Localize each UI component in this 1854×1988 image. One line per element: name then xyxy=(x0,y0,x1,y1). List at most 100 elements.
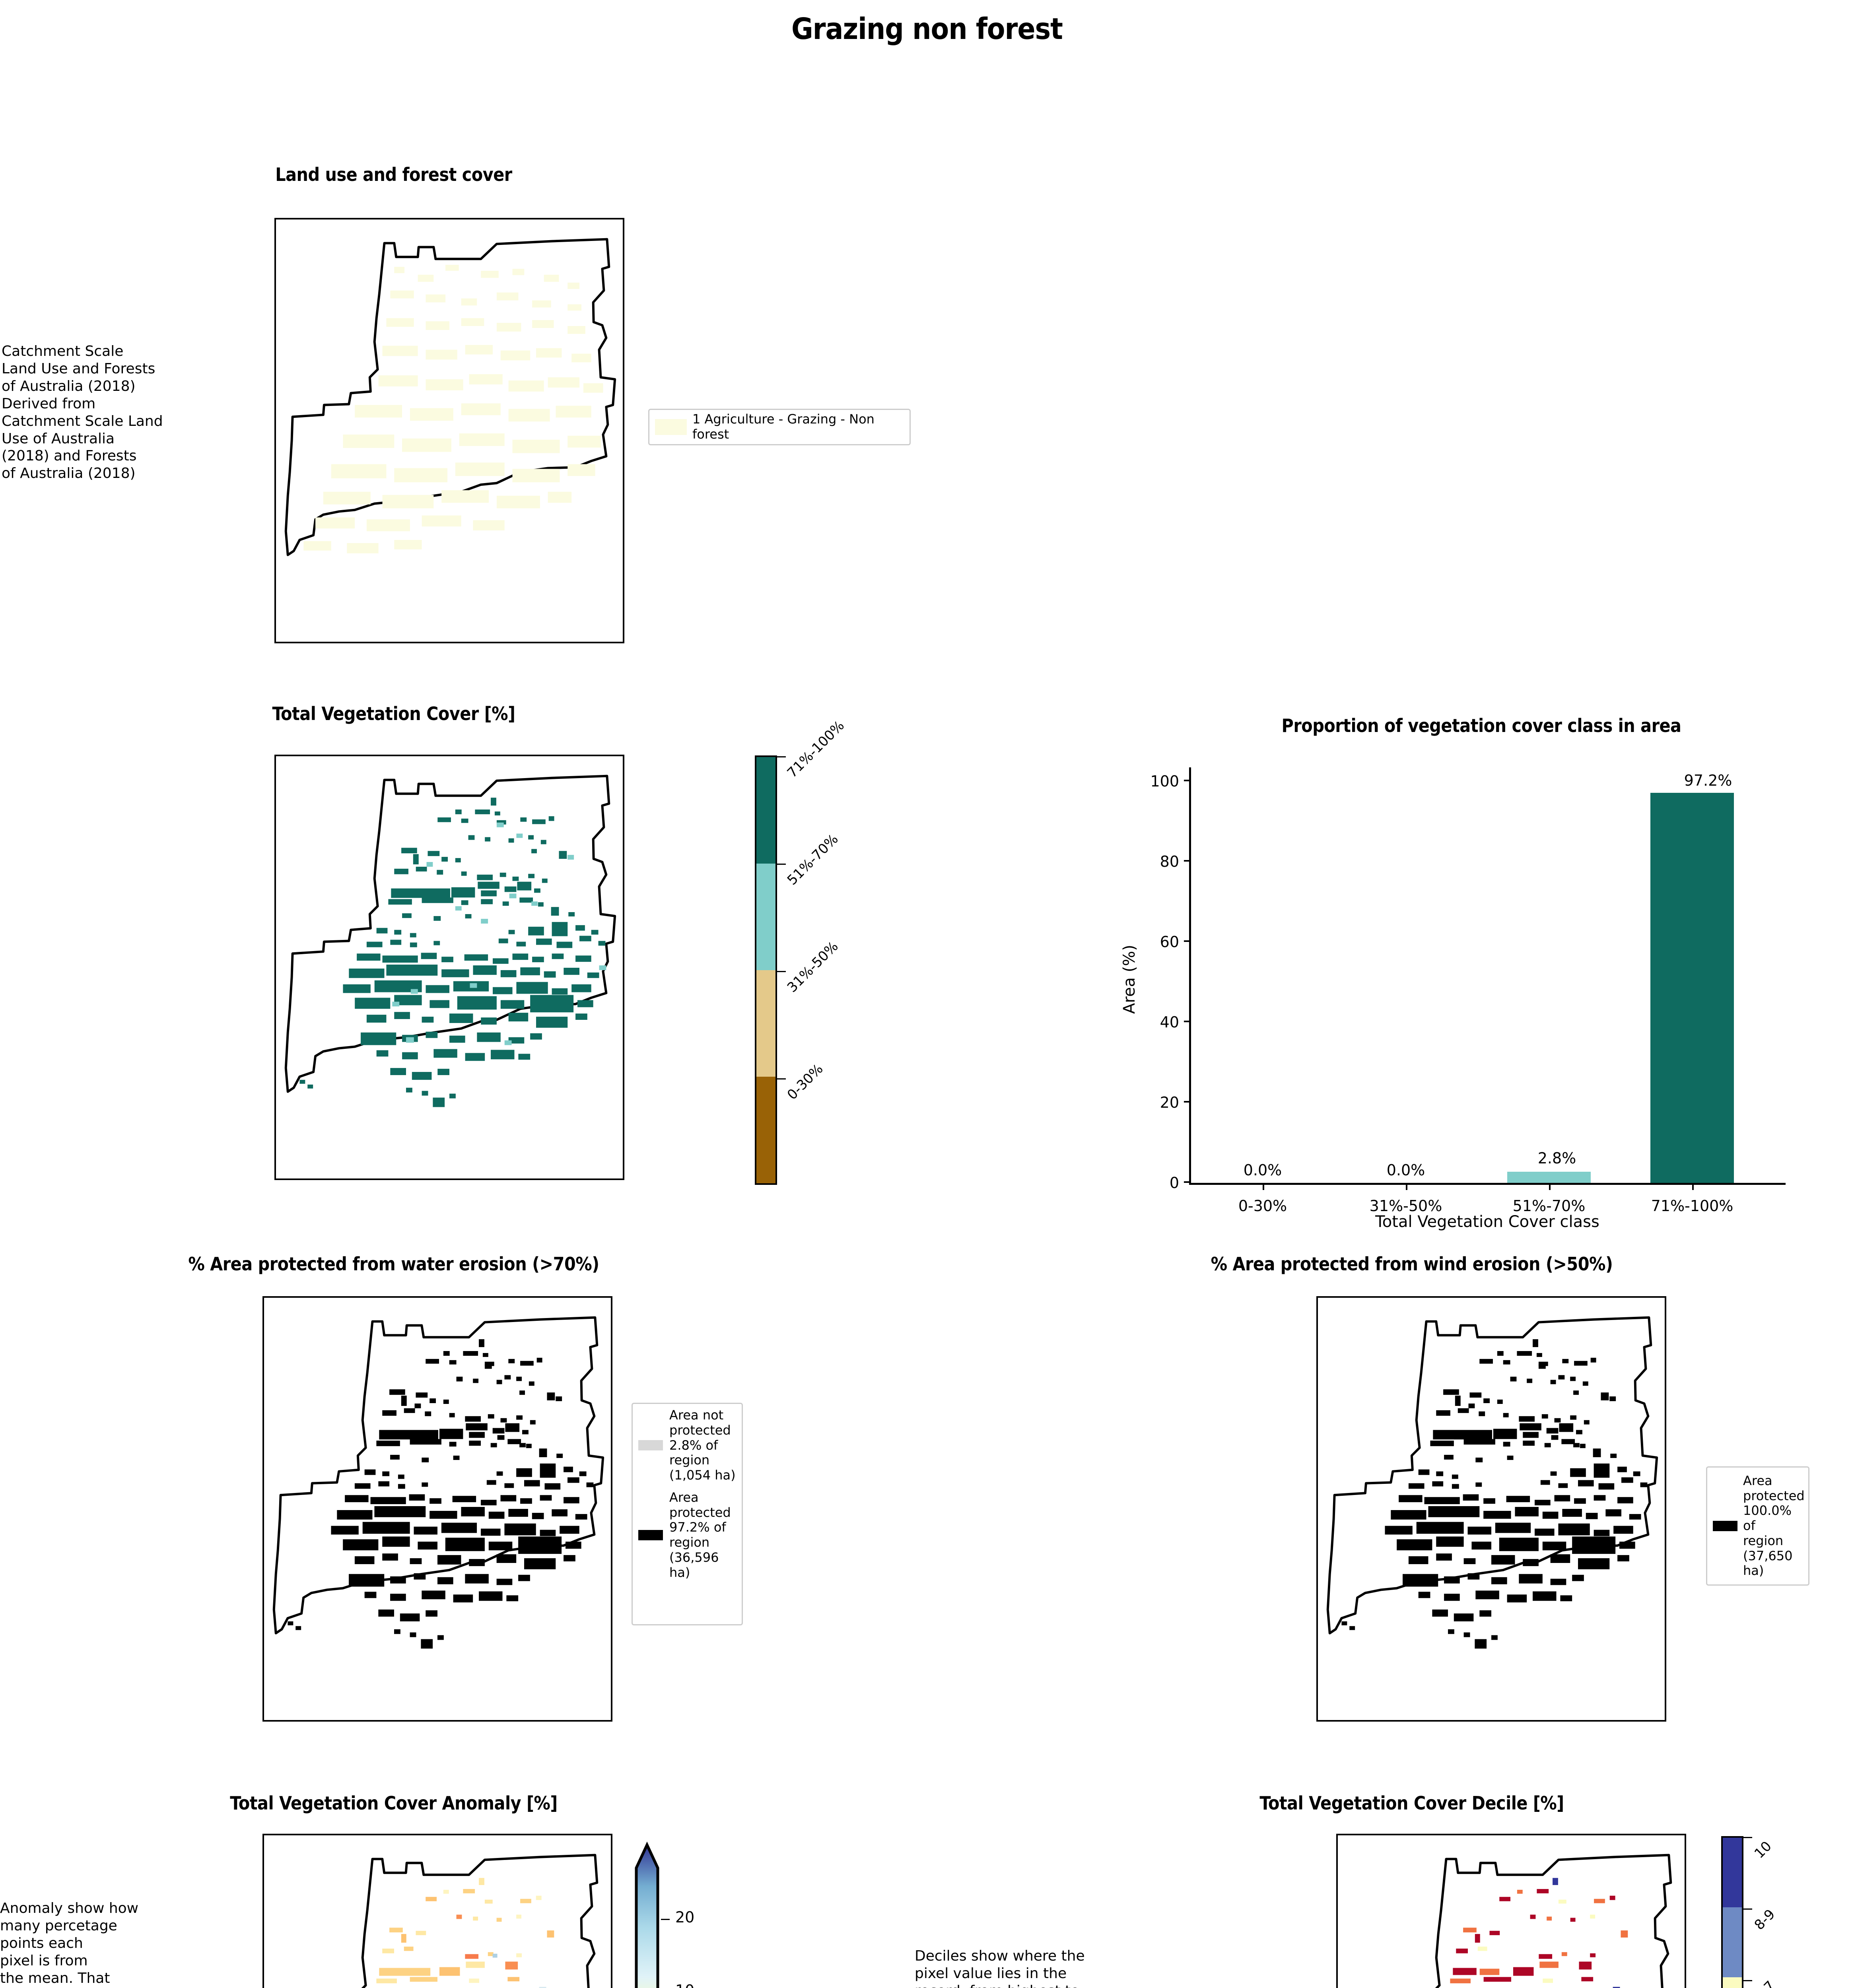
axis-tick xyxy=(274,542,276,543)
water-erosion-legend-swatch-0 xyxy=(638,1440,663,1451)
axis-tick xyxy=(274,613,276,614)
wind-erosion-panel-title: % Area protected from wind erosion (>50%… xyxy=(1211,1253,1613,1275)
land-use-map[interactable] xyxy=(274,218,624,643)
axis-tick xyxy=(379,642,381,643)
axis-tick xyxy=(316,642,317,643)
axis-tick xyxy=(316,1178,317,1180)
anomaly-map-svg xyxy=(361,1854,599,1988)
decile-colorbar-label-1: 8-9 xyxy=(1751,1906,1778,1934)
decile-colorbar-segment-2 xyxy=(1723,1977,1742,1988)
veg-cover-colorbar-label-0: 71%-100% xyxy=(784,718,847,781)
wind-erosion-legend-swatch-0 xyxy=(1713,1521,1737,1531)
bar-2[interactable] xyxy=(1507,1172,1591,1183)
land-use-panel-title: Land use and forest cover xyxy=(275,164,512,185)
water-erosion-legend-item-0: Area not protected 2.8% of region (1,054… xyxy=(638,1408,736,1483)
bar-value-label-1: 0.0% xyxy=(1386,1161,1425,1179)
axis-tick xyxy=(507,1178,508,1180)
colorbar-tick xyxy=(661,1919,670,1920)
axis-tick xyxy=(274,1007,276,1008)
land-use-legend-label: 1 Agriculture - Grazing - Non forest xyxy=(692,412,875,442)
x-tick-label-1: 31%-50% xyxy=(1369,1197,1442,1215)
x-tick-label-2: 51%-70% xyxy=(1512,1197,1586,1215)
bar-3[interactable] xyxy=(1650,793,1734,1183)
decile-colorbar-segment-0 xyxy=(1723,1838,1742,1908)
axis-tick xyxy=(274,864,276,865)
decile-panel-title: Total Vegetation Cover Decile [%] xyxy=(1259,1792,1564,1814)
page-title: Grazing non forest xyxy=(791,12,1063,46)
veg-cover-map-svg xyxy=(284,775,616,1107)
veg-cover-colorbar[interactable] xyxy=(755,755,777,1185)
land-use-source-note: Catchment Scale Land Use and Forests of … xyxy=(2,343,163,482)
anomaly-map[interactable] xyxy=(262,1834,612,1988)
bar-chart-y-axis-title: Area (%) xyxy=(1120,945,1139,1014)
water-erosion-legend-label-1: Area protected 97.2% of region (36,596 h… xyxy=(669,1489,731,1580)
water-erosion-panel-title: % Area protected from water erosion (>70… xyxy=(188,1253,599,1275)
colorbar-tick xyxy=(777,971,786,972)
water-erosion-legend-swatch-1 xyxy=(638,1530,663,1540)
water-erosion-map-svg xyxy=(272,1316,604,1649)
decile-colorbar[interactable] xyxy=(1721,1836,1743,1988)
water-erosion-legend-label-0: Area not protected 2.8% of region (1,054… xyxy=(669,1408,736,1483)
axis-tick xyxy=(274,1150,276,1151)
axis-tick xyxy=(443,1178,444,1180)
anomaly-colorbar[interactable] xyxy=(633,1836,661,1988)
water-erosion-legend[interactable]: Area not protected 2.8% of region (1,054… xyxy=(632,1403,743,1625)
y-tick-label-5: 100 xyxy=(1150,773,1179,790)
colorbar-tick xyxy=(777,756,786,757)
axis-tick xyxy=(274,792,276,793)
veg-cover-colorbar-segment-2 xyxy=(756,970,775,1077)
wind-erosion-map-svg xyxy=(1326,1316,1658,1649)
anomaly-panel-title: Total Vegetation Cover Anomaly [%] xyxy=(230,1792,558,1814)
veg-cover-colorbar-segment-1 xyxy=(756,864,775,970)
anomaly-explanation-note: Anomaly show how many percetage points e… xyxy=(0,1900,139,1988)
decile-map-svg xyxy=(1435,1854,1672,1988)
axis-tick xyxy=(443,642,444,643)
land-use-legend-swatch xyxy=(655,419,687,435)
y-tick-label-1: 20 xyxy=(1160,1094,1179,1111)
y-tick-label-0: 0 xyxy=(1169,1174,1179,1192)
bar-chart-plot-area[interactable]: 0.0% 0.0% 2.8% 97.2% 0 20 40 60 80 100 0… xyxy=(1150,767,1786,1215)
axis-tick xyxy=(274,398,276,400)
decile-colorbar-segment-1 xyxy=(1723,1907,1742,1977)
wind-erosion-map[interactable] xyxy=(1316,1296,1666,1722)
decile-map[interactable] xyxy=(1336,1834,1686,1988)
veg-cover-colorbar-segment-3 xyxy=(756,1077,775,1183)
bar-chart-title: Proportion of vegetation cover class in … xyxy=(1281,715,1681,736)
veg-cover-colorbar-label-2: 31%-50% xyxy=(784,938,841,996)
axis-tick xyxy=(570,1178,571,1180)
decile-colorbar-label-2: 4-7 xyxy=(1751,1978,1778,1988)
axis-tick xyxy=(274,327,276,328)
land-use-legend[interactable]: 1 Agriculture - Grazing - Non forest xyxy=(648,409,911,445)
wind-erosion-legend[interactable]: Area protected 100.0% of region (37,650 … xyxy=(1706,1466,1809,1586)
y-tick-label-4: 80 xyxy=(1160,853,1179,870)
x-tick-label-0: 0-30% xyxy=(1238,1197,1287,1215)
axis-tick xyxy=(274,935,276,936)
veg-cover-colorbar-segment-0 xyxy=(756,757,775,864)
y-tick-label-3: 60 xyxy=(1160,933,1179,951)
land-use-map-svg xyxy=(284,238,616,556)
bar-chart-x-axis-title: Total Vegetation Cover class xyxy=(1375,1213,1599,1231)
wind-erosion-legend-label-0: Area protected 100.0% of region (37,650 … xyxy=(1743,1473,1805,1578)
colorbar-tick xyxy=(1743,1980,1752,1981)
axis-tick xyxy=(274,255,276,256)
water-erosion-map[interactable] xyxy=(262,1296,612,1722)
bar-value-label-0: 0.0% xyxy=(1243,1161,1282,1179)
decile-colorbar-label-0: 10 xyxy=(1751,1838,1775,1862)
anomaly-colorbar-label-1: 10 xyxy=(675,1982,694,1988)
colorbar-tick xyxy=(777,1078,786,1079)
veg-cover-map[interactable] xyxy=(274,755,624,1180)
bar-value-label-3: 97.2% xyxy=(1684,772,1732,789)
water-erosion-legend-item-1: Area protected 97.2% of region (36,596 h… xyxy=(638,1490,731,1580)
colorbar-tick xyxy=(1743,1837,1752,1838)
anomaly-colorbar-label-0: 20 xyxy=(675,1908,695,1926)
axis-tick xyxy=(570,642,571,643)
decile-explanation-note: Deciles show where the pixel value lies … xyxy=(915,1948,1085,1988)
veg-cover-panel-title: Total Vegetation Cover [%] xyxy=(272,703,515,724)
veg-cover-colorbar-label-3: 0-30% xyxy=(784,1061,826,1103)
axis-tick xyxy=(379,1178,381,1180)
axis-tick xyxy=(274,470,276,471)
bar-value-label-2: 2.8% xyxy=(1537,1149,1576,1167)
colorbar-tick xyxy=(1743,1908,1752,1910)
y-tick-label-2: 40 xyxy=(1160,1013,1179,1031)
x-tick-label-3: 71%-100% xyxy=(1651,1197,1734,1215)
